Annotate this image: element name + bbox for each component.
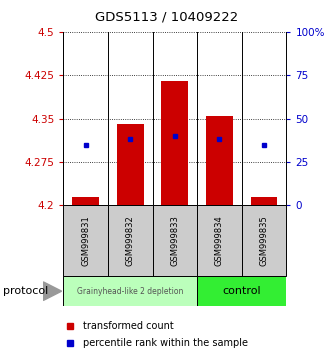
- FancyBboxPatch shape: [108, 205, 153, 276]
- FancyBboxPatch shape: [63, 276, 197, 306]
- Text: GDS5113 / 10409222: GDS5113 / 10409222: [95, 11, 238, 24]
- FancyBboxPatch shape: [197, 205, 242, 276]
- FancyBboxPatch shape: [153, 205, 197, 276]
- Polygon shape: [43, 282, 62, 301]
- Text: GSM999833: GSM999833: [170, 215, 179, 266]
- Text: Grainyhead-like 2 depletion: Grainyhead-like 2 depletion: [77, 287, 183, 296]
- Text: transformed count: transformed count: [83, 321, 174, 331]
- Text: protocol: protocol: [3, 286, 49, 296]
- FancyBboxPatch shape: [242, 205, 286, 276]
- Text: percentile rank within the sample: percentile rank within the sample: [83, 338, 248, 348]
- FancyBboxPatch shape: [63, 205, 108, 276]
- Text: control: control: [222, 286, 261, 296]
- Text: GSM999835: GSM999835: [259, 215, 269, 266]
- FancyBboxPatch shape: [197, 276, 286, 306]
- Bar: [72, 197, 99, 205]
- Text: GSM999834: GSM999834: [215, 215, 224, 266]
- Bar: [206, 116, 233, 205]
- Text: GSM999831: GSM999831: [81, 215, 90, 266]
- Bar: [251, 197, 277, 205]
- Bar: [162, 81, 188, 205]
- Text: GSM999832: GSM999832: [126, 215, 135, 266]
- Bar: [117, 124, 144, 205]
